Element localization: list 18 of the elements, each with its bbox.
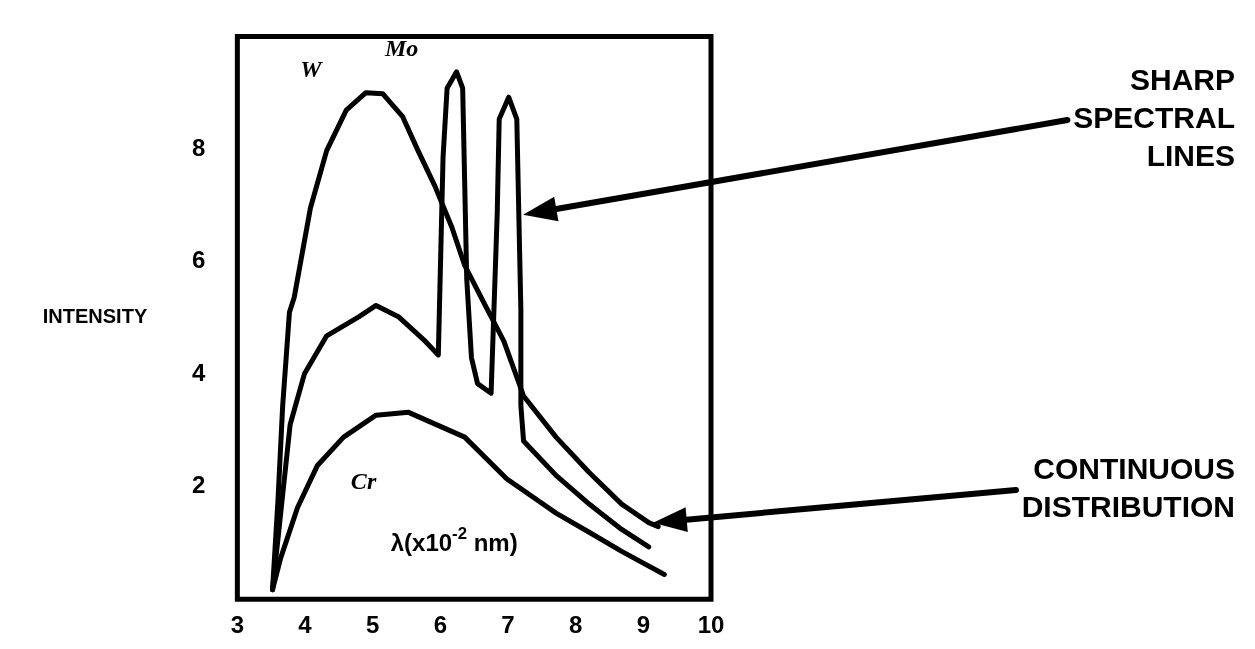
series-label: Cr [350,467,377,494]
y-tick-label: 2 [191,471,206,499]
y-tick-label: 8 [191,133,206,161]
x-tick-label: 3 [230,611,245,639]
x-tick-label: 9 [636,611,651,639]
x-tick-label: 7 [501,611,515,639]
x-tick-label: 4 [298,611,313,639]
text: SHARP SPECTRAL LINES [1073,63,1235,173]
x-tick-label: 5 [366,611,380,639]
x-tick-label: 10 [697,611,725,639]
text: CONTINUOUS DISTRIBUTION [1021,452,1235,524]
x-tick-label: 6 [433,611,448,639]
series-label: Mo [383,35,419,62]
y-tick-label: 4 [191,358,206,386]
y-axis-title: INTENSITY [42,305,148,328]
x-tick-label: 8 [568,611,583,639]
y-tick-label: 6 [191,246,206,274]
series-label: W [300,55,324,82]
